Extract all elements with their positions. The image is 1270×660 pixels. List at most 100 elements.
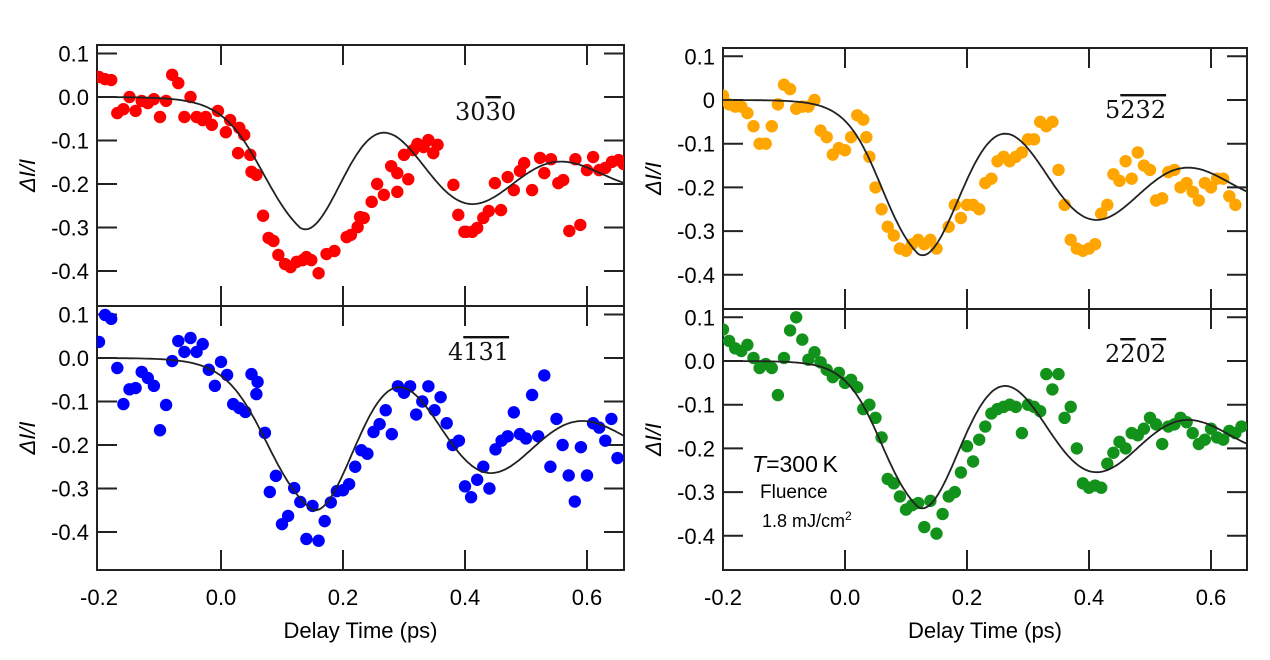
data-point (1204, 422, 1218, 435)
data-point (790, 311, 803, 324)
data-point (580, 469, 594, 482)
data-point (294, 495, 307, 509)
y-axis-title: ΔI/I (15, 421, 40, 455)
y-tick-label: -0.4 (677, 524, 715, 549)
y-tick-label: -0.3 (51, 477, 89, 502)
data-point (105, 73, 118, 87)
x-tick-label: 0.2 (328, 585, 359, 610)
data-point (912, 496, 925, 510)
data-point (1009, 400, 1022, 414)
data-point (440, 417, 453, 430)
data-point (410, 408, 423, 421)
data-point (723, 323, 730, 336)
data-point (1058, 411, 1071, 425)
data-point (196, 337, 209, 351)
digits: 0 (1136, 340, 1151, 368)
overbar-digits: 2 (1120, 340, 1135, 368)
data-point (452, 434, 466, 447)
x-tick-label: -0.2 (704, 585, 742, 610)
fit-curve (99, 96, 624, 231)
data-point (250, 168, 263, 182)
data-point (863, 398, 876, 411)
data-point (820, 130, 833, 144)
data-point (1156, 437, 1169, 451)
data-point (562, 469, 575, 482)
data-point (519, 432, 533, 445)
data-point (741, 106, 754, 120)
data-point (422, 133, 435, 147)
data-point (147, 379, 161, 393)
data-point (458, 480, 472, 493)
data-point (525, 183, 539, 197)
fluence-label: Fluence (760, 482, 828, 503)
data-point (1143, 163, 1157, 177)
data-point (391, 185, 404, 199)
data-point (869, 411, 882, 425)
y-tick-label: -0.1 (677, 393, 715, 418)
y-tick-label: -0.4 (51, 520, 89, 545)
data-point (447, 178, 460, 192)
x-axis-title: Delay Time (ps) (908, 618, 1062, 643)
data-point (973, 203, 986, 216)
data-point (525, 388, 539, 402)
annotation-conditions: T=300 K Fluence 1.8 mJ/cm2 (752, 451, 852, 531)
fluence-exponent: 2 (845, 509, 852, 523)
data-point (1015, 146, 1029, 159)
data-point (385, 427, 398, 441)
fit-curve (723, 360, 1247, 510)
y-axis-title: ΔI/I (641, 423, 666, 457)
data-point (373, 417, 386, 431)
data-point (147, 92, 161, 106)
data-point (159, 398, 173, 412)
x-tick-label: 0.4 (450, 585, 481, 610)
data-point (258, 426, 272, 440)
fit-curve (99, 357, 624, 512)
data-point (966, 455, 980, 468)
data-point (1186, 185, 1199, 198)
data-point (172, 334, 185, 348)
data-point (365, 195, 378, 209)
y-tick-label: -0.2 (51, 433, 89, 458)
data-point (489, 443, 502, 456)
overbar-digits: 3 (486, 98, 501, 126)
y-axis-title: ΔI/I (15, 159, 40, 193)
data-point (1180, 415, 1193, 429)
data-point (1052, 367, 1065, 381)
data-point (178, 345, 191, 359)
data-point (172, 76, 185, 90)
y-tick-label: -0.1 (677, 132, 715, 157)
data-point (532, 430, 545, 443)
y-tick-label: 0 (703, 88, 715, 113)
data-point (1088, 238, 1102, 251)
data-point (428, 404, 441, 417)
data-point (960, 440, 974, 453)
data-point (153, 110, 167, 124)
data-point (1229, 198, 1242, 212)
data-point (1034, 405, 1047, 418)
data-point (379, 404, 392, 417)
data-point (574, 440, 588, 454)
data-point (1015, 426, 1029, 440)
data-point (765, 120, 778, 133)
fit-curve (723, 99, 1247, 257)
data-point (324, 496, 337, 509)
data-point (550, 412, 563, 426)
temperature-value: =300 K (766, 451, 838, 477)
y-tick-label: -0.1 (51, 129, 89, 154)
data-point (1192, 194, 1206, 207)
data-point (1180, 176, 1193, 190)
data-point (349, 460, 362, 473)
data-point (357, 211, 370, 225)
y-tick-label: -0.2 (677, 175, 715, 200)
y-tick-label: 0.0 (58, 85, 89, 110)
data-point (556, 438, 569, 452)
data-point (471, 473, 484, 486)
data-point (211, 104, 225, 118)
data-point (747, 120, 760, 133)
data-point (563, 224, 576, 238)
data-point (269, 469, 283, 483)
y-tick-label: -0.3 (677, 480, 715, 505)
panel-bottom-left: 0.1 0.0 -0.1 -0.2 -0.3 -0.4 -0.2 0.0 0.2 0.4 0.6 De… (15, 303, 625, 643)
y-tick-label: -0.3 (51, 216, 89, 241)
data-point (507, 183, 520, 197)
